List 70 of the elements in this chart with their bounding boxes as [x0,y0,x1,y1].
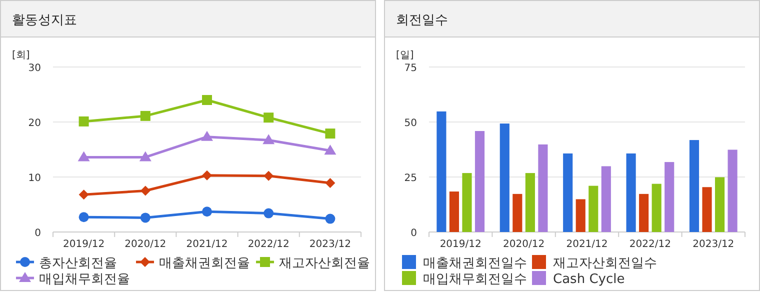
bar [652,184,662,232]
point [78,151,90,162]
point [140,186,150,196]
point [202,206,212,217]
bar [639,194,649,232]
bar [601,166,611,232]
bar [474,131,485,232]
bar [689,140,700,232]
point [325,178,336,188]
chart-title: 회전일수 [396,13,448,28]
bar [626,153,636,232]
point [262,134,275,144]
point [140,212,150,223]
x-tick-label: 2022/12 [248,239,290,250]
y-tick-label: 50 [404,118,417,129]
bar [462,173,472,232]
x-tick-label: 2020/12 [124,239,166,250]
x-tick-label: 2020/12 [503,239,545,250]
y-tick-label: 30 [28,63,41,74]
bar [702,187,712,232]
point [78,190,89,200]
bar [576,199,586,232]
y-tick-label: 75 [404,63,417,74]
bar [714,177,725,232]
point [325,128,336,139]
point [325,214,336,224]
point [264,112,274,123]
bar [728,150,738,232]
point [264,208,274,218]
bar [538,144,548,232]
y-tick-label: 0 [34,228,41,239]
point [324,144,336,155]
y-tick-label: 20 [28,118,41,129]
x-tick-label: 2023/12 [692,239,734,250]
y-axis-title: [회] [12,50,30,61]
x-tick-label: 2019/12 [440,239,482,250]
bar [563,153,573,232]
y-axis-title: [일] [396,50,414,61]
legend-label: 매출채권회전율 [159,256,250,271]
legend-label: 매출채권회전일수 [423,256,527,271]
x-tick-label: 2022/12 [629,239,671,250]
bar [588,186,598,232]
y-tick-label: 0 [410,228,417,239]
legend-label: 총자산회전율 [39,256,117,271]
legend-label: 재고자산회전율 [279,256,370,271]
point [140,110,150,121]
chart-title: 활동성지표 [12,13,77,28]
bar [512,194,522,232]
x-tick-label: 2021/12 [566,239,608,250]
bar [449,192,460,232]
legend-label: 재고자산회전일수 [553,256,657,271]
y-tick-label: 10 [28,173,41,184]
legend-label: 매입채무회전율 [39,272,130,287]
point [264,170,274,181]
bar [525,173,535,232]
point [202,170,212,180]
point [78,116,89,126]
y-tick-label: 25 [404,173,417,184]
point [202,95,212,105]
bar [664,162,674,232]
point [78,212,89,222]
x-tick-label: 2023/12 [309,239,351,250]
bar [436,111,446,232]
x-tick-label: 2019/12 [63,239,105,250]
legend-label: Cash Cycle [553,272,625,287]
point [201,130,213,141]
x-tick-label: 2021/12 [186,239,228,250]
point [139,151,152,162]
legend-label: 매입채무회전일수 [423,272,527,287]
bar [500,124,510,232]
